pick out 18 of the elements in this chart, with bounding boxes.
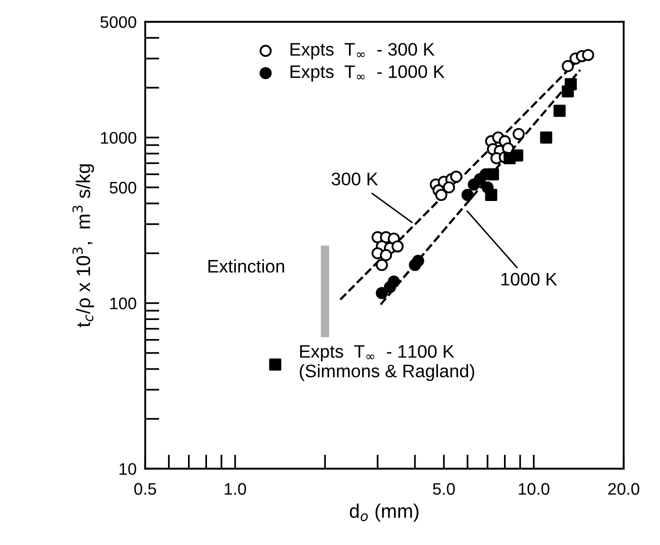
legend-label: Expts T$_{∞}$ - 1000 K	[290, 65, 445, 82]
x-tick-label: 5.0	[432, 483, 455, 495]
legend-label: Expts T$_{∞}$ - 1100 K (Simmons & Ragland)	[300, 345, 474, 381]
y-tick-label: 500	[110, 182, 136, 194]
x-tick-label: 10.0	[518, 483, 550, 495]
x-tick-label: 20.0	[608, 483, 640, 495]
y-tick-label: 5000	[100, 16, 136, 28]
x-axis-title: d$_{o}$ (mm)	[350, 504, 418, 522]
annotation: Extinction	[208, 259, 284, 273]
annotation: 300 K	[332, 172, 378, 186]
y-tick-label: 100	[110, 298, 136, 310]
annotation: 1000 K	[501, 272, 558, 286]
y-axis-title: t$_{c}$/ρ x 10$^{3}$, m$^{3}$ s/kg	[72, 164, 94, 328]
y-tick-label: 10	[120, 463, 136, 475]
x-tick-label: 1.0	[224, 483, 246, 495]
x-tick-label: 0.5	[134, 483, 156, 495]
legend-label: Expts T$_{∞}$ - 300 K	[290, 42, 435, 60]
y-tick-label: 1000	[101, 132, 136, 144]
